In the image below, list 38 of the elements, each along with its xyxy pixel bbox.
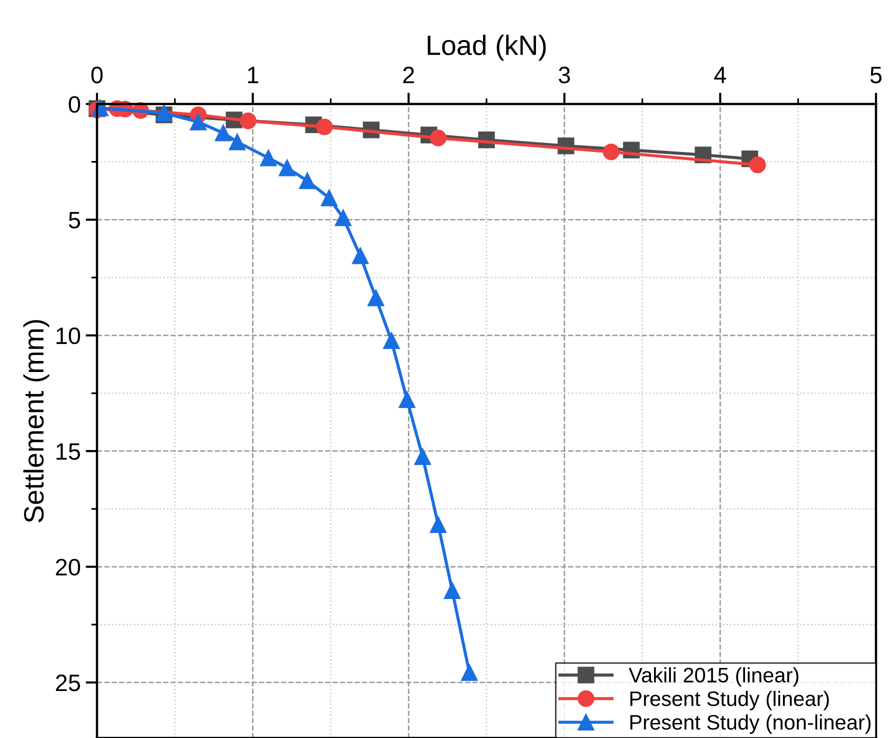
y-axis-title: Settlement (mm) xyxy=(23,320,50,522)
y-tick-label: 25 xyxy=(56,674,80,692)
x-tick-label: 0 xyxy=(91,66,103,84)
point xyxy=(240,112,256,130)
point xyxy=(414,448,431,465)
point xyxy=(316,118,333,136)
point xyxy=(260,150,277,166)
point xyxy=(749,156,766,174)
point xyxy=(461,664,478,681)
x-axis-title: Load (kN) xyxy=(428,34,546,61)
point xyxy=(352,247,369,264)
point xyxy=(444,582,461,599)
legend-label: Present Study (non-linear) xyxy=(630,714,871,734)
point xyxy=(368,290,384,306)
point xyxy=(278,160,296,176)
x-tick-label: 4 xyxy=(714,66,726,84)
x-tick-label: 3 xyxy=(558,66,570,84)
point xyxy=(430,516,447,533)
point xyxy=(334,210,352,226)
point xyxy=(320,190,338,206)
point xyxy=(298,172,316,190)
point xyxy=(190,114,207,130)
x-tick-label: 2 xyxy=(403,66,414,84)
y-tick-label: 15 xyxy=(56,443,80,460)
legend-label: Present Study (linear) xyxy=(630,690,829,710)
legend-label: Vakili 2015 (linear) xyxy=(628,667,798,687)
y-tick-label: 20 xyxy=(56,558,80,576)
point xyxy=(228,134,246,150)
x-tick-label: 5 xyxy=(870,66,882,84)
y-tick-label: 10 xyxy=(56,327,80,344)
point xyxy=(383,332,400,350)
point xyxy=(214,124,232,142)
y-tick-label: 5 xyxy=(68,212,80,228)
x-tick-label: 1 xyxy=(248,66,258,84)
point xyxy=(398,391,416,408)
y-tick-label: 0 xyxy=(68,96,80,113)
point xyxy=(602,144,620,160)
point xyxy=(430,130,447,146)
